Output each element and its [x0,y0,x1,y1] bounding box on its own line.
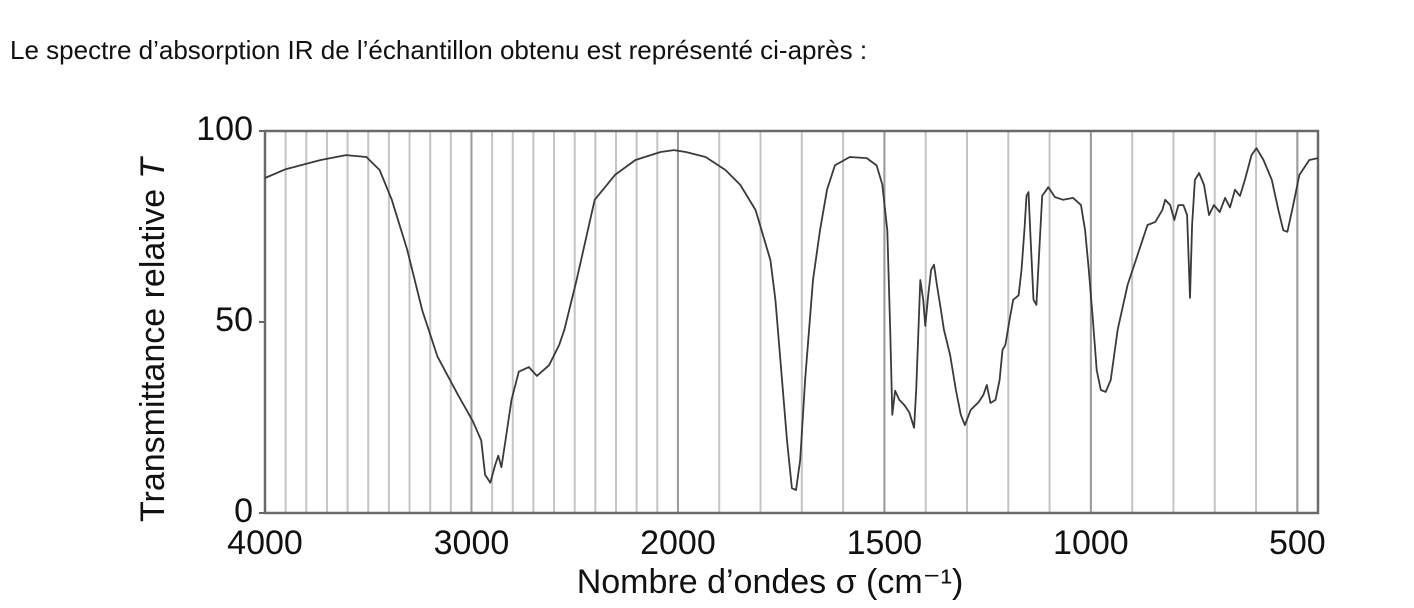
y-tick-label: 100 [196,110,253,148]
y-axis-label-text: Transmittance relative [134,189,172,522]
plot-frame [263,129,1320,515]
y-tick-label: 50 [215,301,253,339]
x-tick-label: 1000 [1053,524,1129,562]
x-tick-label: 2000 [640,524,716,562]
x-tick-label: 500 [1269,524,1326,562]
x-tick-label: 3000 [434,524,510,562]
y-axis-symbol: T [134,156,172,179]
x-tick-label: 1500 [847,524,923,562]
intro-text: Le spectre d’absorption IR de l’échantil… [10,35,867,65]
y-tick-label: 0 [234,492,253,530]
x-tick-label: 4000 [227,524,303,562]
y-axis-label: Transmittance relative T [134,156,172,522]
spectrum-line [264,147,1319,491]
x-axis-label: Nombre d’ondes σ (cm⁻¹) [577,563,964,601]
